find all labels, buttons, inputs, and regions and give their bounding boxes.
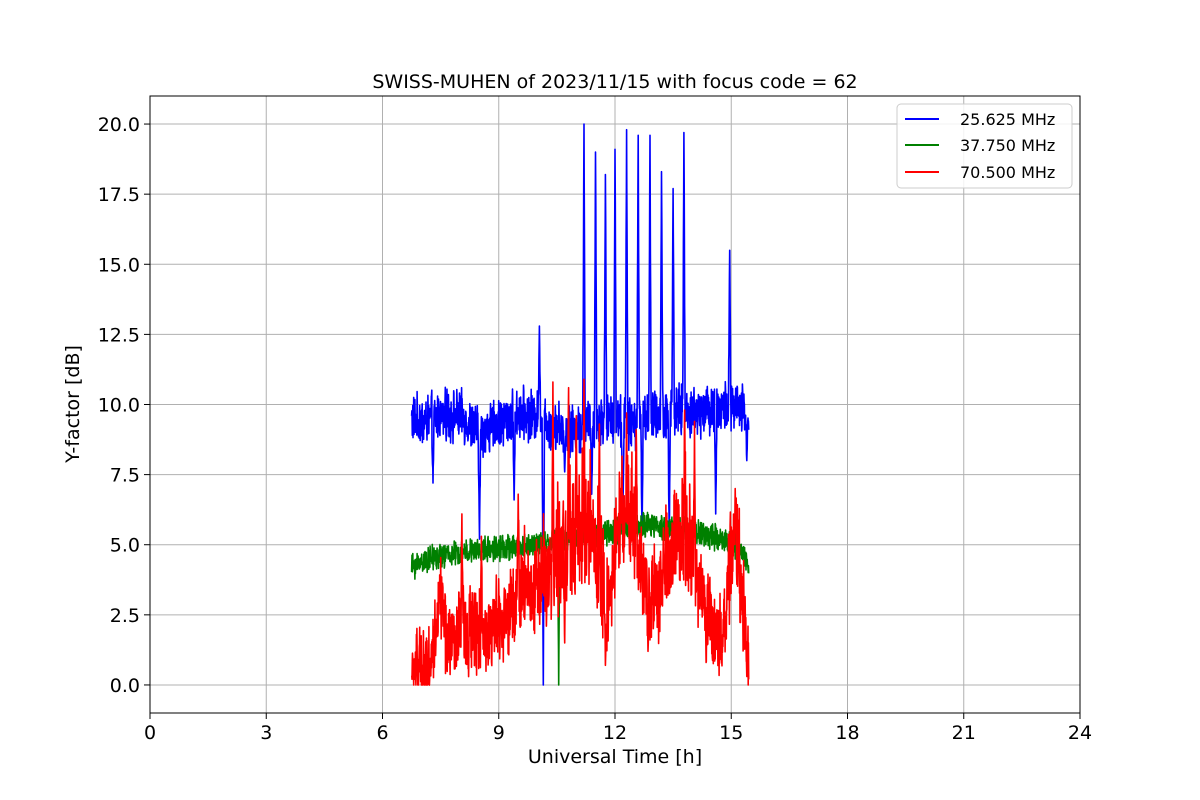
legend-box (896, 103, 1073, 189)
y-tick-label: 7.5 (110, 465, 140, 487)
x-axis-ticks: 0 3 6 9 12 15 18 21 24 (144, 713, 1092, 744)
y-tick-label: 0.0 (110, 675, 140, 697)
series-line-25625 (410, 123, 750, 686)
y-tick-label: 10.0 (98, 395, 140, 417)
y-tick-label: 15.0 (98, 254, 140, 276)
x-tick-label: 0 (144, 722, 156, 744)
x-tick-label: 15 (719, 722, 743, 744)
series-layer (410, 123, 750, 686)
x-tick-label: 21 (952, 722, 976, 744)
x-tick-label: 18 (835, 722, 859, 744)
y-axis-ticks: 0.0 2.5 5.0 7.5 10.0 12.5 15.0 17.5 20.0 (98, 114, 150, 697)
x-tick-label: 3 (260, 722, 272, 744)
legend-label-70500: 70.500 MHz (960, 163, 1055, 182)
x-tick-label: 6 (376, 722, 388, 744)
y-tick-label: 12.5 (98, 324, 140, 346)
legend-label-37750: 37.750 MHz (960, 136, 1055, 155)
y-tick-label: 5.0 (110, 535, 140, 557)
legend-label-25625: 25.625 MHz (960, 110, 1055, 129)
x-tick-label: 12 (603, 722, 627, 744)
legend: 25.625 MHz 37.750 MHz 70.500 MHz (896, 103, 1073, 189)
x-tick-label: 24 (1068, 722, 1092, 744)
x-axis-label: Universal Time [h] (528, 746, 702, 768)
x-tick-label: 9 (493, 722, 505, 744)
y-tick-label: 17.5 (98, 184, 140, 206)
y-axis-label: Y-factor [dB] (62, 345, 84, 464)
chart-title: SWISS-MUHEN of 2023/11/15 with focus cod… (372, 71, 857, 93)
series-line-70500 (411, 378, 750, 686)
y-tick-label: 20.0 (98, 114, 140, 136)
y-tick-label: 2.5 (110, 605, 140, 627)
